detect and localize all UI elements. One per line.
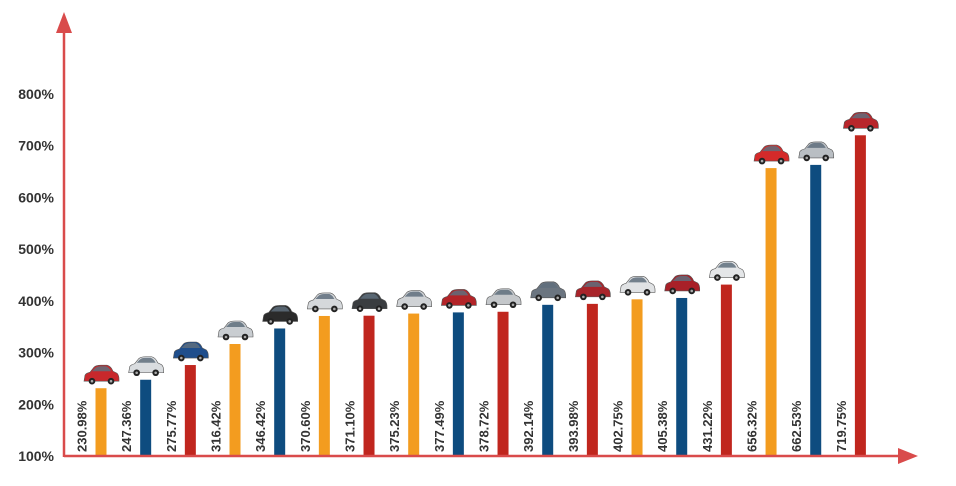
car-icon — [128, 356, 164, 377]
y-tick-label: 200% — [18, 396, 54, 412]
car-icon — [441, 289, 477, 309]
bar — [274, 328, 286, 456]
axes — [56, 12, 918, 464]
bar — [854, 135, 866, 457]
data-labels: 230.98% 247.36% 275.77% 316.42% 346.42% 370.6… — [75, 400, 849, 452]
bar — [586, 303, 598, 456]
bars — [95, 135, 866, 457]
car-icon — [83, 364, 120, 385]
car-icon — [530, 281, 567, 302]
data-label: 275.77% — [164, 400, 179, 452]
bar — [95, 388, 107, 456]
y-tick-label: 700% — [18, 138, 54, 154]
bar — [542, 304, 554, 456]
bar — [318, 315, 330, 456]
car-icon — [396, 290, 432, 310]
data-label: 656.32% — [745, 400, 760, 452]
data-label: 393.98% — [566, 400, 581, 452]
bar — [765, 168, 777, 456]
bar — [631, 299, 643, 456]
data-label: 662.53% — [789, 400, 804, 452]
y-tick-label: 300% — [18, 345, 54, 361]
car-icon — [798, 141, 835, 162]
car-icon — [709, 261, 745, 281]
data-label: 370.60% — [298, 400, 313, 452]
bar — [720, 284, 732, 456]
data-label: 392.14% — [521, 400, 536, 452]
data-label: 375.23% — [387, 400, 402, 452]
data-label: 316.42% — [209, 400, 224, 452]
car-icon — [306, 292, 343, 313]
car-icon — [485, 288, 522, 309]
y-tick-label: 500% — [18, 241, 54, 257]
y-tick-label: 800% — [18, 86, 54, 102]
bar — [184, 365, 196, 456]
car-icons — [83, 111, 879, 385]
bar — [452, 312, 464, 456]
data-label: 346.42% — [253, 400, 268, 452]
car-icon — [664, 274, 701, 295]
car-icon — [217, 320, 254, 341]
data-label: 405.38% — [655, 400, 670, 452]
bar — [140, 379, 152, 456]
data-label: 431.22% — [700, 400, 715, 452]
car-icon — [262, 305, 298, 325]
data-label: 371.10% — [343, 400, 358, 452]
data-label: 230.98% — [75, 400, 90, 452]
y-axis-arrow — [56, 12, 72, 33]
data-label: 377.49% — [432, 400, 447, 452]
y-tick-label: 100% — [18, 448, 54, 464]
car-icon — [619, 276, 656, 296]
car-icon — [753, 144, 790, 165]
data-label: 247.36% — [119, 400, 134, 452]
data-label: 402.75% — [611, 400, 626, 452]
bar — [363, 315, 375, 456]
bar — [408, 313, 420, 456]
data-label: 719.75% — [834, 400, 849, 452]
y-tick-labels: 100% 200% 300% 400% 500% 600% 700% 800% — [18, 86, 54, 464]
car-icon — [575, 280, 611, 301]
x-axis-arrow — [898, 448, 918, 464]
car-icon — [843, 111, 879, 132]
y-tick-label: 600% — [18, 189, 54, 205]
data-label: 378.72% — [477, 400, 492, 452]
bar — [810, 164, 822, 456]
bar — [229, 344, 241, 456]
y-tick-label: 400% — [18, 293, 54, 309]
bar — [676, 297, 688, 456]
bar — [497, 311, 509, 456]
car-icon — [351, 292, 388, 313]
car-icon — [172, 341, 209, 362]
